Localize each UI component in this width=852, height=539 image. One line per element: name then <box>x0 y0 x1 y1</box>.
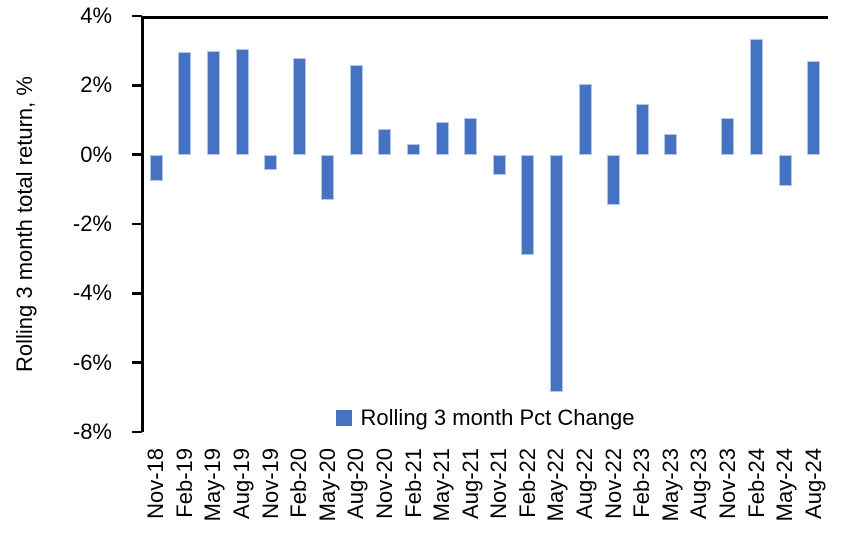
y-tick-mark <box>132 84 142 87</box>
x-tick-label: Feb-24 <box>743 448 769 518</box>
y-tick-label: 4% <box>80 3 112 28</box>
zero-baseline <box>141 16 828 19</box>
x-tick-label: May-23 <box>657 448 683 522</box>
y-tick-label: -6% <box>72 349 112 375</box>
bar-aug-19 <box>235 48 249 155</box>
x-tick-label: May-24 <box>772 448 798 522</box>
x-tick-label: Nov-22 <box>600 448 626 519</box>
x-tick-label: Aug-24 <box>800 448 826 519</box>
x-tick-label: May-21 <box>429 448 455 522</box>
bar-aug-21 <box>464 118 478 155</box>
x-tick-label: Aug-22 <box>572 448 598 519</box>
x-tick-label: Aug-20 <box>343 448 369 519</box>
x-tick-label: Feb-23 <box>629 448 655 518</box>
x-tick-label: May-19 <box>200 448 226 522</box>
bar-may-20 <box>321 154 335 200</box>
bar-nov-22 <box>607 154 621 205</box>
x-tick-label: Nov-19 <box>257 448 283 519</box>
bar-feb-24 <box>750 38 764 155</box>
y-axis-tick-labels: 4% 2% 0% -2% -4% -6% -8% <box>0 3 112 444</box>
y-tick-mark <box>132 14 142 18</box>
x-tick-label: Feb-21 <box>400 448 426 518</box>
bar-may-24 <box>778 154 792 186</box>
bar-may-22 <box>549 154 563 393</box>
bar-may-23 <box>664 133 678 155</box>
y-tick-mark <box>132 430 142 434</box>
x-tick-label: Aug-23 <box>686 448 712 519</box>
bar-nov-23 <box>721 118 735 155</box>
x-axis-labels: Nov-18 Feb-19 May-19 Aug-19 Nov-19 Feb-20 May-… <box>142 438 828 539</box>
plot-area <box>132 14 828 434</box>
y-axis-line <box>141 16 144 432</box>
bar-aug-22 <box>578 83 592 155</box>
x-tick-label: Aug-19 <box>229 448 255 519</box>
bar-feb-23 <box>635 104 649 155</box>
bar-aug-24 <box>807 61 821 155</box>
x-tick-label: May-20 <box>314 448 340 522</box>
y-tick-mark <box>132 361 142 364</box>
x-tick-label: Feb-22 <box>514 448 540 518</box>
bar-nov-21 <box>492 154 506 176</box>
legend-swatch <box>335 410 352 426</box>
bar-nov-19 <box>264 154 278 171</box>
bar-feb-20 <box>292 57 306 155</box>
y-tick-mark <box>132 153 142 156</box>
bar-may-19 <box>206 50 220 155</box>
bar-nov-18 <box>149 154 163 181</box>
x-tick-label: Nov-20 <box>371 448 397 519</box>
bar-feb-19 <box>178 52 192 155</box>
legend: Rolling 3 month Pct Change <box>142 404 828 432</box>
bar-feb-21 <box>407 144 421 155</box>
y-tick-label: 2% <box>80 72 112 98</box>
y-tick-mark <box>132 222 142 226</box>
x-tick-label: Feb-20 <box>286 448 312 518</box>
y-tick-mark <box>132 292 142 295</box>
y-tick-label: 0% <box>80 141 112 167</box>
legend-label: Rolling 3 month Pct Change <box>360 405 635 430</box>
x-tick-label: Feb-19 <box>171 448 197 518</box>
x-tick-label: Nov-23 <box>714 448 740 519</box>
y-tick-label: -8% <box>72 419 112 444</box>
bar-aug-20 <box>349 64 363 155</box>
x-tick-label: Aug-21 <box>457 448 483 519</box>
bar-feb-22 <box>521 154 535 256</box>
y-tick-label: -4% <box>72 280 112 306</box>
y-tick-label: -2% <box>72 211 112 236</box>
bar-nov-20 <box>378 128 392 155</box>
x-tick-label: May-22 <box>543 448 569 522</box>
x-tick-label: Nov-21 <box>486 448 512 519</box>
bar-may-21 <box>435 121 449 155</box>
x-tick-label: Nov-18 <box>143 448 169 519</box>
